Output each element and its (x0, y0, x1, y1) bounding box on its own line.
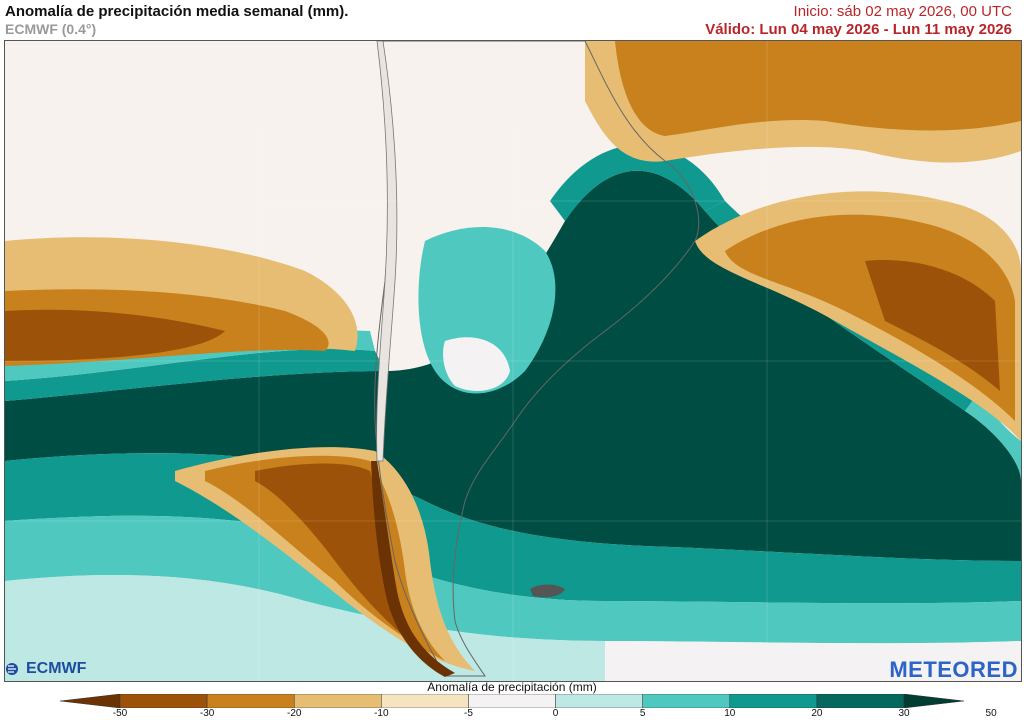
init-time: Inicio: sáb 02 may 2026, 00 UTC (793, 3, 1012, 20)
colorbar-tick-label: 0 (552, 708, 559, 719)
colorbar-tick-label: 20 (811, 708, 823, 719)
colorbar-segment (206, 694, 295, 708)
colorbar-tick-label: 5 (639, 708, 646, 719)
ecmwf-logo: ECMWF (5, 660, 86, 678)
map-title: Anomalía de precipitación media semanal … (5, 3, 349, 20)
colorbar-segment (642, 694, 731, 708)
colorbar-segment (60, 694, 121, 708)
colorbar-segment (903, 694, 964, 708)
colorbar-segment (816, 694, 905, 708)
colorbar-tick-label: -5 (463, 708, 473, 719)
colorbar (60, 694, 964, 708)
model-label: ECMWF (0.4°) (5, 21, 97, 37)
colorbar-segment (381, 694, 469, 708)
map-canvas (5, 41, 1021, 681)
meteored-logo: METEORED (889, 657, 1018, 682)
colorbar-tick-label: 30 (898, 708, 910, 719)
colorbar-tick-label: -20 (286, 708, 302, 719)
colorbar-title: Anomalía de precipitación (mm) (427, 680, 597, 694)
colorbar-tick-label: 50 (985, 708, 997, 719)
valid-period: Válido: Lun 04 may 2026 - Lun 11 may 202… (705, 21, 1012, 38)
colorbar-tick-label: -50 (112, 708, 128, 719)
ecmwf-logo-icon (6, 663, 18, 675)
colorbar-ticks: -50 -30 -20 -10 -5 0 5 10 20 30 50 (0, 708, 1024, 720)
anomaly-map (4, 40, 1022, 682)
ecmwf-logo-text: ECMWF (26, 660, 87, 677)
colorbar-segment (293, 694, 382, 708)
colorbar-segment (119, 694, 208, 708)
colorbar-tick-label: -30 (199, 708, 215, 719)
colorbar-segment (555, 694, 643, 708)
colorbar-tick-label: -10 (374, 708, 389, 719)
colorbar-tick-label: 10 (724, 708, 736, 719)
colorbar-segment (729, 694, 818, 708)
colorbar-segment (468, 694, 556, 708)
